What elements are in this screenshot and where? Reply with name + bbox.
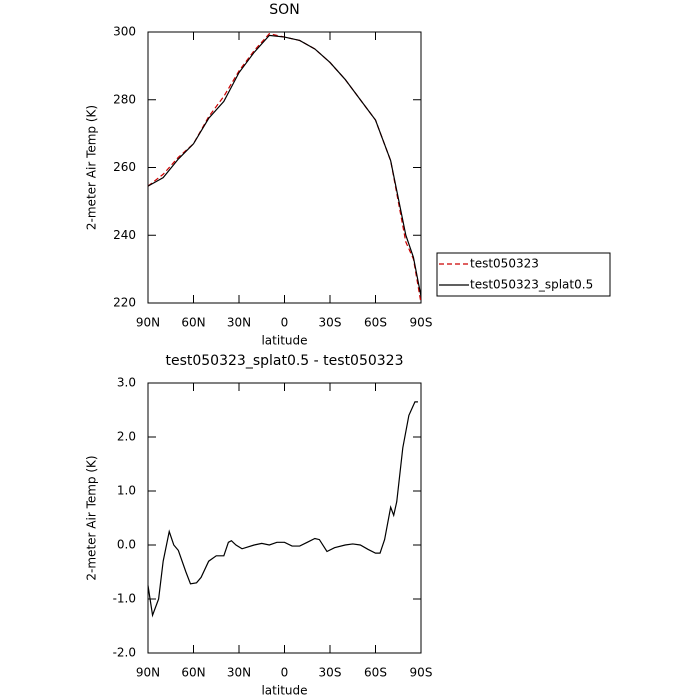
y-tick-label: -2.0 [113, 646, 136, 660]
plot-frame [147, 31, 422, 304]
series-line [147, 401, 418, 618]
x-tick-label: 0 [281, 316, 289, 330]
y-tick-label: 0.0 [117, 538, 136, 552]
y-tick-label: 260 [113, 160, 136, 174]
x-tick-label: 90S [410, 666, 433, 680]
y-tick-label: 1.0 [117, 484, 136, 498]
x-tick-label: 60S [364, 316, 387, 330]
x-tick-label: 30S [319, 316, 342, 330]
x-tick-label: 30N [227, 666, 251, 680]
x-tick-label: 30S [319, 666, 342, 680]
legend-box [436, 252, 611, 297]
x-tick-label: 30N [227, 316, 251, 330]
y-tick-label: 280 [113, 92, 136, 106]
x-tick-label: 90N [136, 666, 160, 680]
y-axis-label: 2-meter Air Temp (K) [85, 105, 99, 230]
legend-label: test050323 [470, 257, 539, 271]
x-tick-label: 60N [181, 666, 205, 680]
legend-label: test050323_splat0.5 [470, 278, 593, 292]
y-tick-label: 3.0 [117, 376, 136, 390]
chart-title: test050323_splat0.5 - test050323 [165, 353, 403, 369]
x-axis-label: latitude [261, 334, 307, 348]
y-tick-label: 240 [113, 228, 136, 242]
y-tick-label: 300 [113, 25, 136, 39]
y-axis-label: 2-meter Air Temp (K) [85, 455, 99, 580]
y-tick-label: 220 [113, 296, 136, 310]
y-tick-label: 2.0 [117, 430, 136, 444]
x-tick-label: 60S [364, 666, 387, 680]
x-tick-label: 90S [410, 316, 433, 330]
x-tick-label: 0 [281, 666, 289, 680]
plot-frame [147, 382, 422, 654]
x-tick-label: 90N [136, 316, 160, 330]
series-line [147, 34, 422, 297]
x-axis-label: latitude [261, 684, 307, 698]
chart-title: SON [269, 2, 299, 18]
x-tick-label: 60N [181, 316, 205, 330]
series-line [147, 33, 422, 304]
y-tick-label: -1.0 [113, 592, 136, 606]
